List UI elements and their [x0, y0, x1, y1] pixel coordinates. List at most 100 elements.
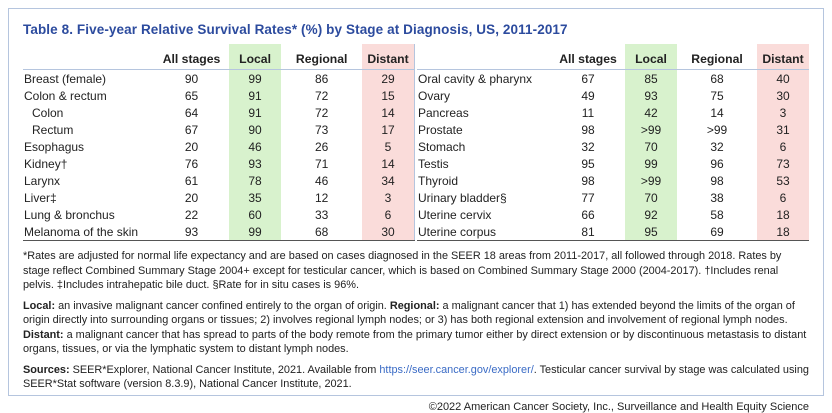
cancer-site-label: Larynx — [24, 173, 61, 188]
table-row: Prostate 98 >99 >99 31 — [417, 121, 809, 138]
rate-regional: 14 — [710, 105, 724, 120]
rate-all-stages: 98 — [581, 122, 595, 137]
bold-term: Distant: — [23, 328, 64, 341]
rate-distant: 18 — [757, 223, 809, 241]
column-header-local: Local — [625, 44, 677, 70]
rate-all-stages: 67 — [184, 122, 199, 137]
rate-local: >99 — [625, 172, 677, 189]
rate-distant: 3 — [362, 189, 415, 206]
table-panel: Table 8. Five-year Relative Survival Rat… — [8, 8, 824, 413]
cancer-site-label: Colon — [32, 105, 64, 120]
rate-all-stages: 61 — [184, 173, 199, 188]
rate-regional: 73 — [314, 122, 329, 137]
rate-all-stages: 95 — [581, 156, 595, 171]
rate-regional: 32 — [710, 139, 724, 154]
text-segment: . Testicular cancer survival by stage wa… — [23, 363, 809, 391]
rate-distant: 30 — [757, 87, 809, 104]
survival-table-right: All stages Local Regional Distant Oral c… — [417, 44, 809, 241]
rate-local: >99 — [625, 121, 677, 138]
column-header-regional: Regional — [677, 44, 757, 70]
survival-tables: All stages Local Regional Distant Breast… — [23, 44, 809, 241]
rate-regional: 68 — [710, 71, 724, 86]
cancer-site-label: Uterine corpus — [417, 223, 551, 241]
rate-all-stages: 64 — [184, 105, 199, 120]
rate-all-stages: 20 — [184, 139, 199, 154]
rate-all-stages: 93 — [154, 223, 229, 241]
empty-header-cell — [417, 44, 551, 70]
rate-distant: 73 — [757, 155, 809, 172]
rate-local: 46 — [228, 138, 282, 155]
rate-local: 92 — [625, 206, 677, 223]
rate-distant: 6 — [362, 206, 415, 223]
cancer-site-label: Breast (female) — [24, 71, 107, 86]
rate-regional: 38 — [710, 190, 724, 205]
text-segment: a malignant cancer that has spread to pa… — [23, 328, 807, 356]
rate-regional: 75 — [710, 88, 724, 103]
sources-note: Sources: SEER*Explorer, National Cancer … — [23, 363, 809, 392]
rate-distant: 14 — [362, 155, 415, 172]
rate-local: 93 — [228, 155, 282, 172]
cancer-site-label: Uterine cervix — [418, 207, 492, 222]
rate-local: 35 — [228, 189, 282, 206]
cancer-site-label: Pancreas — [418, 105, 469, 120]
cancer-site-label: Kidney† — [24, 156, 68, 171]
rate-all-stages: 76 — [184, 156, 199, 171]
rate-local: 42 — [625, 104, 677, 121]
rate-regional: 72 — [314, 105, 329, 120]
rate-regional: >99 — [706, 122, 728, 137]
table-row: Oral cavity & pharynx 67 85 68 40 — [417, 69, 809, 87]
cancer-site-label: Stomach — [418, 139, 466, 154]
rate-local: 78 — [228, 172, 282, 189]
table-row: Lung & bronchus 22 60 33 6 — [23, 206, 415, 223]
rate-distant: 5 — [362, 138, 415, 155]
rate-local: 90 — [228, 121, 282, 138]
header-row: All stages Local Regional Distant — [23, 44, 415, 70]
table-row: Colon & rectum 65 91 72 15 — [23, 87, 415, 104]
cancer-site-label: Testis — [418, 156, 449, 171]
column-header-all-stages: All stages — [551, 44, 625, 70]
rate-regional: 86 — [314, 71, 329, 86]
rate-all-stages: 77 — [581, 190, 595, 205]
rate-regional: 96 — [710, 156, 724, 171]
bold-term: Sources: — [23, 363, 70, 376]
table-row: Testis 95 99 96 73 — [417, 155, 809, 172]
source-link[interactable]: https://seer.cancer.gov/explorer/ — [379, 363, 534, 376]
rate-regional: 58 — [710, 207, 724, 222]
rate-all-stages: 81 — [551, 223, 625, 241]
table-row: Melanoma of the skin 93 99 68 30 — [23, 223, 415, 241]
table-row: Colon 64 91 72 14 — [23, 104, 415, 121]
table-title: Table 8. Five-year Relative Survival Rat… — [23, 22, 568, 37]
rate-all-stages: 20 — [184, 190, 199, 205]
rate-all-stages: 49 — [581, 88, 595, 103]
table-row: Breast (female) 90 99 86 29 — [23, 69, 415, 87]
rate-all-stages: 66 — [581, 207, 595, 222]
table-row: Liver‡ 20 35 12 3 — [23, 189, 415, 206]
column-header-distant: Distant — [757, 44, 809, 70]
rate-distant: 18 — [757, 206, 809, 223]
cancer-site-label: Esophagus — [24, 139, 85, 154]
rate-regional: 33 — [314, 207, 329, 222]
rate-all-stages: 11 — [581, 105, 595, 120]
rate-all-stages: 32 — [581, 139, 595, 154]
text-segment: an invasive malignant cancer confined en… — [55, 299, 390, 312]
cancer-site-label: Ovary — [418, 88, 451, 103]
table-row: Urinary bladder§ 77 70 38 6 — [417, 189, 809, 206]
rate-local: 85 — [625, 69, 677, 87]
column-header-distant: Distant — [362, 44, 415, 70]
column-header-local: Local — [228, 44, 282, 70]
table-row: Ovary 49 93 75 30 — [417, 87, 809, 104]
table-row: Thyroid 98 >99 98 53 — [417, 172, 809, 189]
cancer-site-label: Thyroid — [418, 173, 459, 188]
cancer-site-label: Urinary bladder§ — [418, 190, 507, 205]
rate-distant: 40 — [757, 69, 809, 87]
rate-regional: 68 — [281, 223, 363, 241]
rate-regional: 98 — [710, 173, 724, 188]
stage-definitions: Local: an invasive malignant cancer conf… — [23, 299, 809, 357]
column-header-regional: Regional — [281, 44, 363, 70]
rate-distant: 6 — [757, 189, 809, 206]
copyright-line: ©2022 American Cancer Society, Inc., Sur… — [428, 400, 809, 413]
cancer-site-label: Oral cavity & pharynx — [418, 71, 533, 86]
rate-regional: 72 — [314, 88, 329, 103]
rates-footnote: *Rates are adjusted for normal life expe… — [23, 250, 782, 291]
